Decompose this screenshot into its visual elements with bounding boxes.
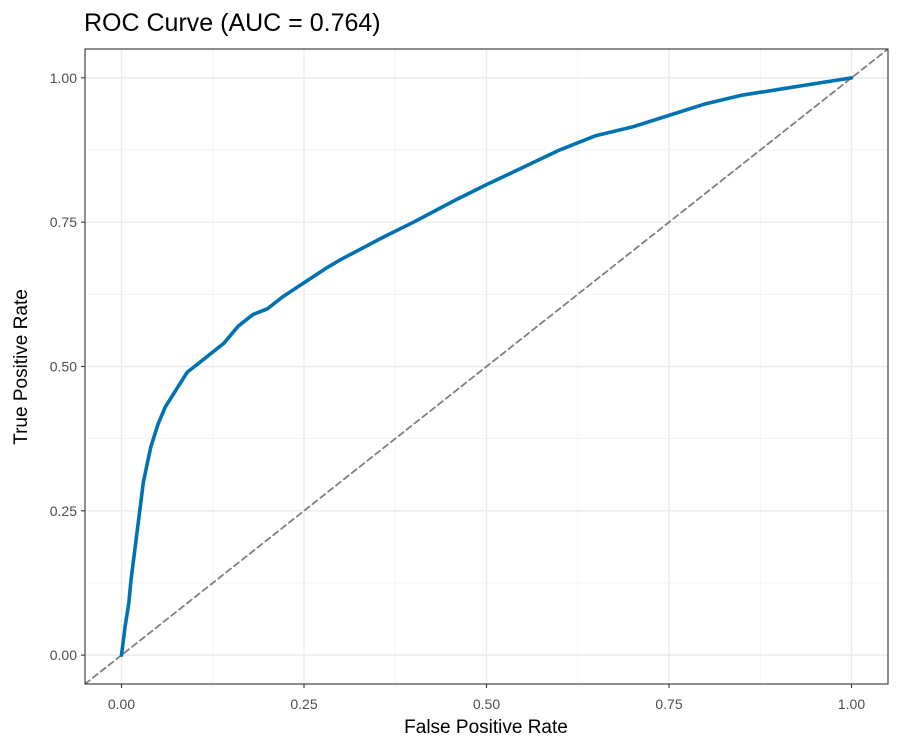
x-tick-label: 0.00: [108, 696, 135, 712]
x-axis-title: False Positive Rate: [404, 717, 568, 738]
series-layer: [85, 49, 888, 684]
reference-diagonal-line: [85, 49, 888, 684]
y-tick-label: 1.00: [50, 70, 77, 86]
y-axis-ticks: 0.00 0.25 0.50 0.75 1.00: [50, 70, 85, 663]
y-axis-title: True Positive Rate: [11, 289, 32, 445]
y-tick-label: 0.75: [50, 214, 77, 230]
x-tick-label: 1.00: [838, 696, 865, 712]
x-tick-label: 0.50: [473, 696, 500, 712]
chart-title: ROC Curve (AUC = 0.764): [84, 9, 381, 37]
y-tick-label: 0.00: [50, 647, 77, 663]
x-tick-label: 0.75: [655, 696, 682, 712]
x-axis-ticks: 0.00 0.25 0.50 0.75 1.00: [108, 684, 865, 712]
y-tick-label: 0.50: [50, 359, 77, 375]
roc-curve-line: [119, 76, 854, 657]
x-tick-label: 0.25: [290, 696, 317, 712]
y-tick-label: 0.25: [50, 503, 77, 519]
